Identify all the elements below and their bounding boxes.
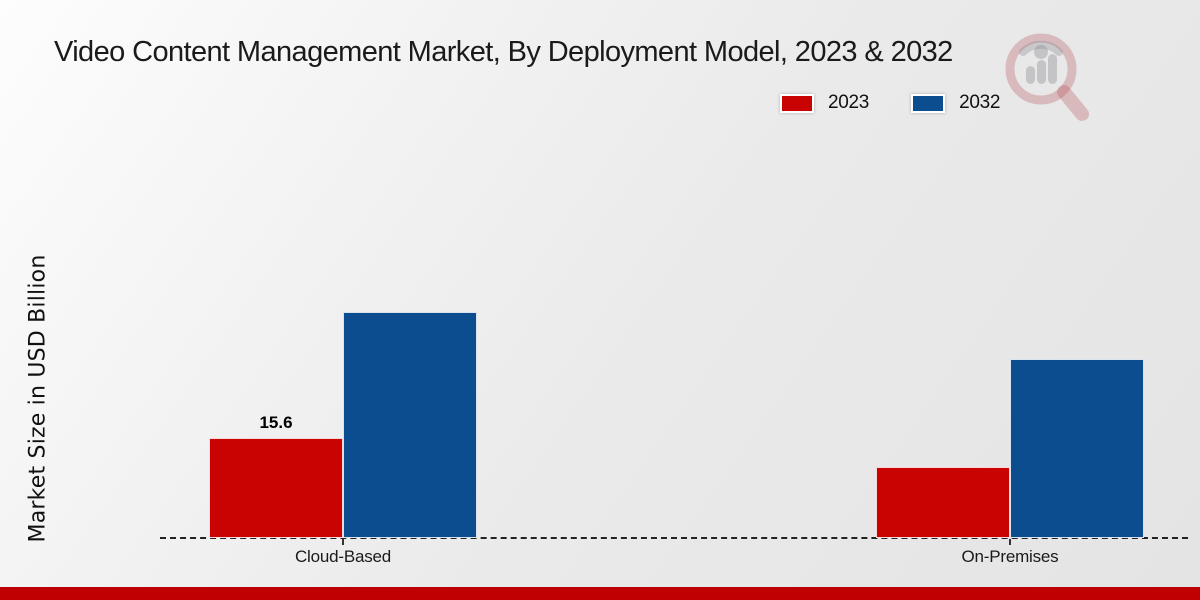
legend-item-2023: 2023	[780, 92, 869, 114]
legend-swatch-2032	[911, 93, 946, 113]
footer-accent-band	[0, 587, 1200, 600]
market-research-future-logo-watermark	[1005, 33, 1089, 121]
bar-2023-on-premises	[876, 467, 1010, 538]
legend-label-2032: 2032	[959, 92, 1001, 113]
bar-2032-on-premises	[1010, 359, 1144, 538]
value-label-cloud-based-2023: 15.6	[259, 413, 293, 432]
bar-2023-cloud-based	[209, 438, 343, 538]
legend-swatch-2023	[780, 93, 814, 113]
legend: 2023 2032	[780, 92, 1000, 114]
chart-title: Video Content Management Market, By Depl…	[54, 36, 953, 68]
bar-2032-cloud-based	[343, 312, 477, 538]
x-axis-tick-on-premises	[1009, 539, 1011, 545]
x-axis-baseline	[160, 537, 1188, 539]
category-label-on-premises: On-Premises	[961, 547, 1059, 566]
category-label-cloud-based: Cloud-Based	[294, 547, 392, 566]
legend-item-2032: 2032	[911, 92, 1000, 114]
x-axis-tick-cloud-based	[342, 539, 344, 545]
legend-label-2023: 2023	[828, 92, 870, 113]
